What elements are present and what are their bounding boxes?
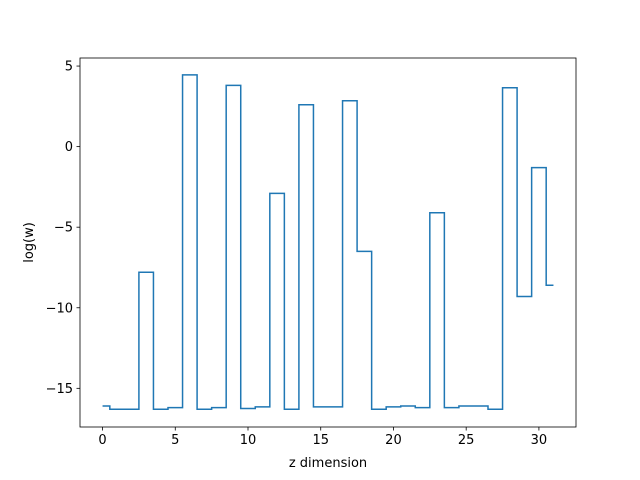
y-axis-label: log(w) [22, 222, 37, 263]
y-tick-label: 0 [65, 140, 73, 155]
plot-area [80, 58, 576, 427]
x-axis-label: z dimension [289, 456, 367, 471]
series-line-0 [102, 74, 554, 411]
x-tick-label: 25 [458, 433, 475, 448]
x-axis-ticks: 0 5 10 15 20 25 30 [98, 427, 547, 448]
y-tick-label: −10 [46, 301, 73, 316]
series-layer [102, 74, 554, 411]
y-tick-label: 5 [65, 60, 73, 75]
x-tick-label: 10 [240, 433, 257, 448]
x-tick-label: 5 [171, 433, 179, 448]
y-axis-ticks: 5 0 −5 −10 −15 [46, 60, 80, 397]
x-tick-label: 20 [385, 433, 402, 448]
x-tick-label: 0 [98, 433, 106, 448]
x-tick-label: 15 [312, 433, 329, 448]
plot-frame [79, 57, 577, 428]
x-tick-label: 30 [531, 433, 548, 448]
y-tick-label: −5 [54, 221, 73, 236]
y-tick-label: −15 [46, 382, 73, 397]
